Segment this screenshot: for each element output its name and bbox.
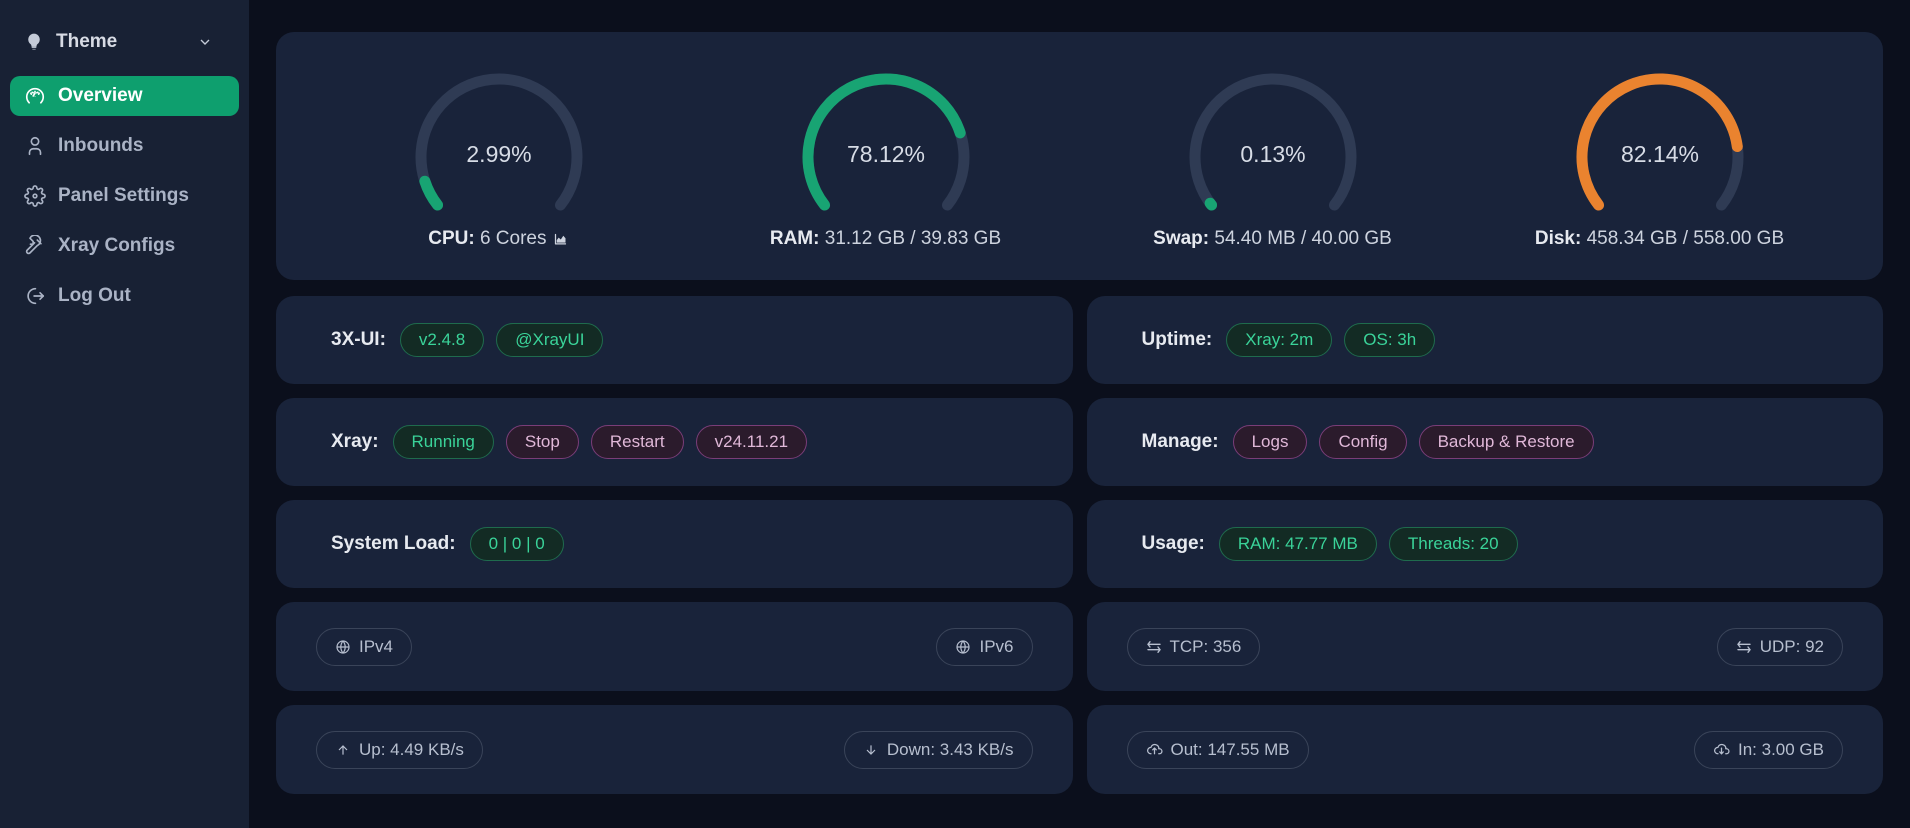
svg-text:78.12%: 78.12% (846, 141, 924, 167)
svg-text:2.99%: 2.99% (466, 141, 531, 167)
svg-text:0.13%: 0.13% (1240, 141, 1305, 167)
svg-text:82.14%: 82.14% (1620, 141, 1698, 167)
